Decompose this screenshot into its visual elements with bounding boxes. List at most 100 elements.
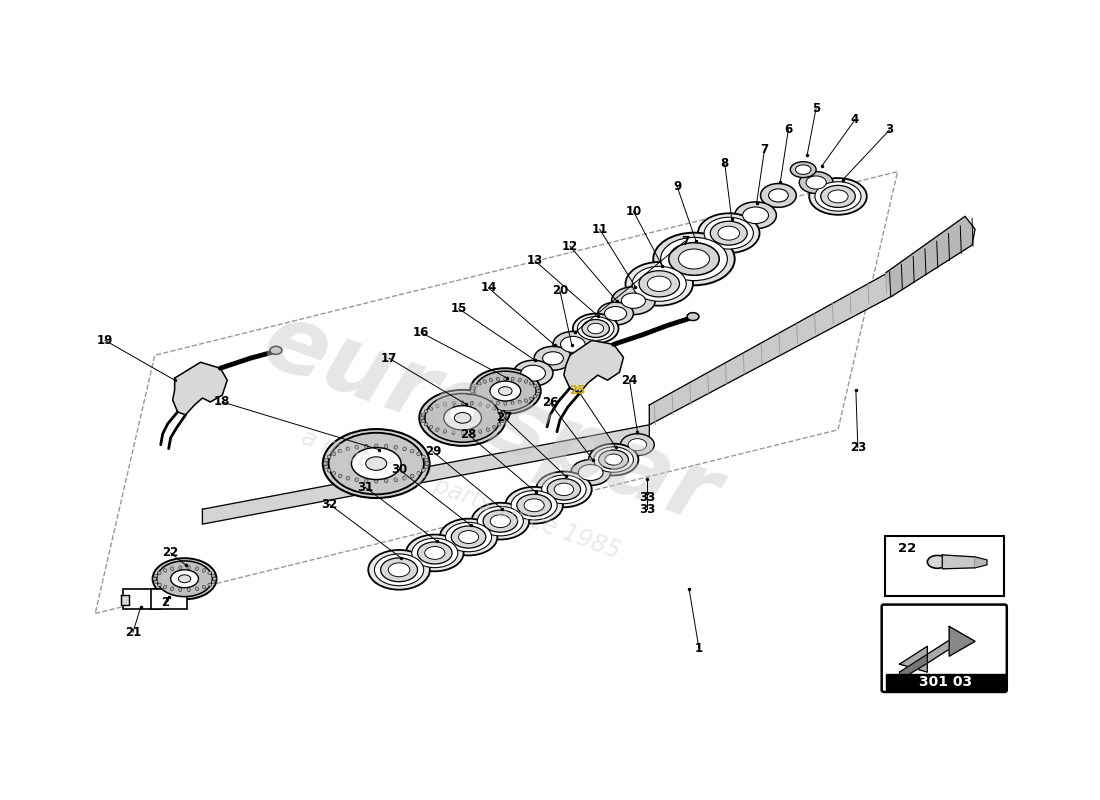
Ellipse shape	[588, 444, 638, 475]
Text: 22: 22	[898, 542, 916, 555]
Ellipse shape	[417, 452, 420, 455]
Ellipse shape	[420, 416, 424, 419]
Ellipse shape	[578, 317, 614, 341]
Text: 33: 33	[639, 502, 656, 516]
Ellipse shape	[512, 490, 558, 520]
Ellipse shape	[170, 587, 174, 590]
Ellipse shape	[679, 249, 710, 269]
Ellipse shape	[443, 402, 447, 406]
Ellipse shape	[598, 450, 628, 469]
Polygon shape	[121, 594, 129, 605]
Ellipse shape	[374, 444, 378, 448]
Ellipse shape	[374, 479, 378, 483]
Text: 14: 14	[481, 282, 496, 294]
Text: 15: 15	[451, 302, 466, 315]
Text: 20: 20	[552, 284, 568, 298]
Text: 22: 22	[163, 546, 179, 559]
Ellipse shape	[517, 494, 551, 516]
Ellipse shape	[364, 479, 368, 483]
Ellipse shape	[582, 319, 609, 338]
Ellipse shape	[639, 270, 680, 297]
Ellipse shape	[381, 558, 418, 582]
Ellipse shape	[502, 416, 505, 419]
Ellipse shape	[196, 566, 199, 570]
Ellipse shape	[537, 390, 540, 393]
Ellipse shape	[512, 377, 514, 381]
Text: 23: 23	[849, 441, 866, 454]
Ellipse shape	[524, 499, 544, 512]
Ellipse shape	[536, 387, 539, 390]
Text: a motor for parts since 1985: a motor for parts since 1985	[298, 426, 624, 563]
Ellipse shape	[406, 534, 463, 571]
Polygon shape	[900, 654, 927, 680]
Text: 4: 4	[850, 114, 859, 126]
Ellipse shape	[179, 566, 182, 570]
Ellipse shape	[394, 478, 397, 482]
Ellipse shape	[534, 394, 537, 398]
Ellipse shape	[769, 189, 789, 202]
Text: 13: 13	[527, 254, 543, 267]
Ellipse shape	[202, 586, 206, 589]
Polygon shape	[564, 341, 624, 393]
Ellipse shape	[346, 447, 350, 451]
Ellipse shape	[346, 476, 350, 480]
Ellipse shape	[394, 446, 397, 450]
Ellipse shape	[187, 566, 190, 570]
Ellipse shape	[669, 242, 719, 275]
Text: 26: 26	[542, 397, 558, 410]
Ellipse shape	[626, 262, 693, 306]
Ellipse shape	[270, 346, 282, 354]
Ellipse shape	[704, 218, 754, 249]
Ellipse shape	[153, 558, 217, 599]
Polygon shape	[900, 636, 955, 672]
Ellipse shape	[322, 429, 430, 498]
Ellipse shape	[425, 410, 428, 413]
Bar	[151, 589, 187, 609]
Ellipse shape	[470, 430, 473, 434]
Ellipse shape	[478, 402, 482, 406]
Ellipse shape	[547, 478, 581, 500]
Ellipse shape	[815, 182, 861, 211]
Ellipse shape	[612, 286, 656, 314]
Ellipse shape	[478, 430, 482, 434]
Ellipse shape	[477, 506, 524, 536]
Ellipse shape	[500, 413, 504, 416]
Ellipse shape	[211, 580, 216, 583]
Ellipse shape	[927, 555, 947, 568]
Ellipse shape	[500, 420, 504, 422]
Ellipse shape	[411, 538, 458, 568]
Ellipse shape	[541, 475, 586, 504]
Ellipse shape	[208, 571, 211, 574]
Ellipse shape	[327, 469, 331, 472]
Ellipse shape	[419, 390, 506, 446]
Ellipse shape	[163, 569, 167, 572]
Text: 30: 30	[390, 463, 407, 476]
Ellipse shape	[187, 588, 190, 592]
Text: 33: 33	[639, 491, 656, 504]
Ellipse shape	[452, 402, 455, 405]
Ellipse shape	[470, 368, 541, 414]
Ellipse shape	[504, 402, 507, 406]
Ellipse shape	[365, 457, 387, 470]
Text: 8: 8	[720, 157, 729, 170]
Ellipse shape	[329, 433, 424, 494]
Ellipse shape	[648, 276, 671, 291]
Ellipse shape	[446, 522, 492, 552]
Ellipse shape	[505, 487, 563, 524]
Text: 25: 25	[570, 383, 586, 397]
Ellipse shape	[760, 183, 796, 207]
Ellipse shape	[498, 386, 513, 395]
Ellipse shape	[490, 381, 520, 401]
Text: 32: 32	[321, 498, 338, 510]
Text: 5: 5	[812, 102, 821, 114]
Text: 31: 31	[358, 481, 373, 494]
Ellipse shape	[810, 178, 867, 214]
Ellipse shape	[339, 474, 342, 478]
Ellipse shape	[154, 574, 157, 577]
Ellipse shape	[620, 434, 654, 456]
Ellipse shape	[461, 431, 464, 435]
Ellipse shape	[486, 428, 490, 431]
Ellipse shape	[429, 406, 432, 410]
Ellipse shape	[573, 314, 618, 343]
Ellipse shape	[410, 474, 414, 478]
